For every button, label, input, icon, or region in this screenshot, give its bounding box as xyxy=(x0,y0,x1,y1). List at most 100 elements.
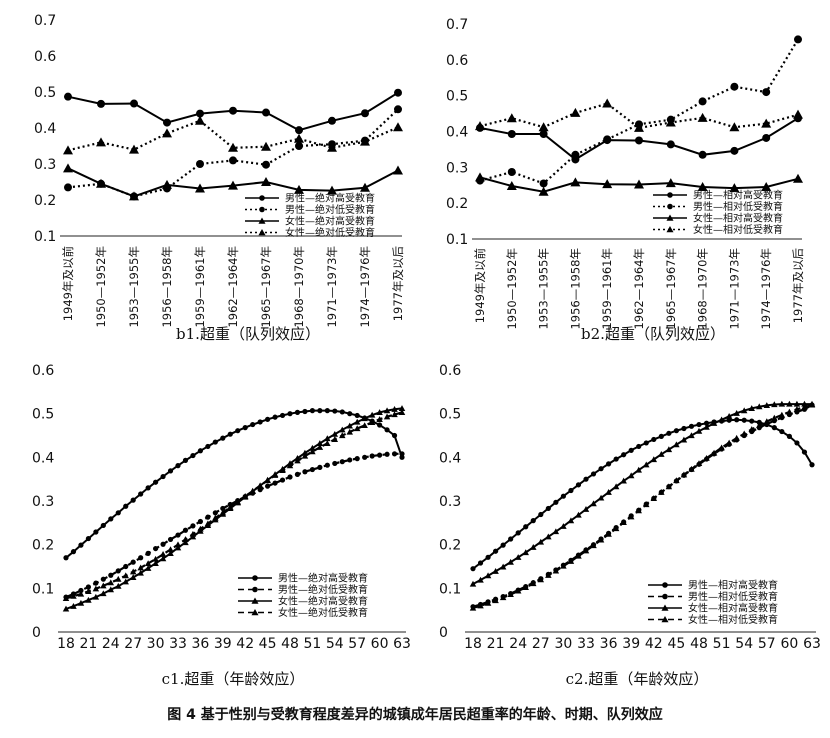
chart-c1-ytick-label: 0.4 xyxy=(32,450,54,466)
chart-b1-series-1-point xyxy=(295,142,303,150)
chart-c1-series-2-point xyxy=(167,550,174,556)
chart-c2-series-3-point xyxy=(545,571,552,578)
chart-b2-xaxis: 1949年及以前 1950—1952年 1953—1955年 1956—1958年 19… xyxy=(473,248,805,330)
chart-c1-series-1-point xyxy=(369,453,375,459)
chart-c1-series-0-point xyxy=(153,479,159,485)
chart-b2-legend-marker xyxy=(666,226,674,233)
chart-c1-series-1-point xyxy=(317,464,323,470)
chart-c1-series-3-point xyxy=(331,436,339,443)
chart-c1-xtick-label: 39 xyxy=(214,636,232,652)
chart-c1-series-0-point xyxy=(391,432,398,439)
chart-c2-xtick-label: 42 xyxy=(645,636,663,652)
chart-c1-series-1-point xyxy=(167,536,174,543)
chart-b2-yaxis: 0.1 0.2 0.3 0.4 0.5 0.6 0.7 xyxy=(446,17,468,248)
chart-c1-series-3-point xyxy=(144,560,152,567)
chart-c1-series-0-point xyxy=(309,408,315,414)
chart-c1-series-3-point xyxy=(129,568,137,575)
chart-c2-series-0-point xyxy=(741,417,747,423)
chart-b2-series-2 xyxy=(475,172,803,196)
chart-c2-series-0-point xyxy=(560,493,566,499)
chart-c1-series-1-point xyxy=(205,514,211,520)
chart-c1-series-1-point xyxy=(302,469,308,475)
chart-c1-series-2-point xyxy=(100,590,107,597)
chart-c1-series-3-point xyxy=(107,579,115,586)
chart-c2-series-2-point xyxy=(627,472,635,479)
chart-c2-series-0-point xyxy=(628,447,634,453)
chart-c2-series-0-point xyxy=(696,421,702,428)
chart-c1-series-1-point xyxy=(309,466,315,473)
chart-c2-series-2-line xyxy=(472,403,812,585)
chart-b2-xtick-label: 1965—1967年 xyxy=(664,248,678,330)
chart-b2-xtick-label: 1974—1976年 xyxy=(759,248,773,330)
chart-b1-series-0-point xyxy=(163,118,171,127)
chart-c1-series-2-point xyxy=(115,582,122,589)
chart-b1-xtick-label: 1953—1955年 xyxy=(127,246,141,328)
chart-b1-series-0-point xyxy=(361,109,369,118)
chart-b2-series-3-point xyxy=(602,98,613,108)
chart-b1-xtick-label: 1949年及以前 xyxy=(61,246,75,321)
chart-c1-series-3-point xyxy=(70,592,77,599)
chart-c1-series-3-point xyxy=(376,416,383,422)
chart-b1-xtick-label: 1968—1970年 xyxy=(292,246,306,328)
chart-b2-series-1-point xyxy=(762,88,771,97)
chart-c2-series-2-point xyxy=(590,500,597,507)
chart-c2-series-3-point xyxy=(778,411,786,418)
chart-c2-series-2-point xyxy=(635,466,642,473)
chart-c2-series-0-point xyxy=(794,440,800,446)
chart-b2-xtick-label: 1949年及以前 xyxy=(473,248,487,323)
chart-c2-ytick-label: 0.6 xyxy=(439,363,461,379)
chart-c1-series-0-point xyxy=(354,412,360,419)
chart-c2-series-3-point xyxy=(597,536,605,543)
chart-b2-series-0-point xyxy=(698,150,707,159)
chart-c1-series-2-point xyxy=(62,605,70,612)
chart-c2-series-2-point xyxy=(801,400,808,407)
chart-b1-series-2-point xyxy=(228,180,238,190)
chart-b2-ytick-label: 0.5 xyxy=(446,89,468,105)
chart-b1-legend-marker xyxy=(258,217,266,224)
chart-c1-series-3-line xyxy=(65,411,403,600)
chart-b1-series-3-point xyxy=(195,115,205,125)
chart-b1-series-0-point xyxy=(262,108,270,117)
chart-c2-series-2-point xyxy=(612,483,620,490)
chart-c2-ytick-label: 0.3 xyxy=(439,494,461,510)
chart-b1-series-2-point xyxy=(294,184,304,194)
chart-c1-series-0-point xyxy=(265,416,271,422)
chart-c1-xtick-label: 18 xyxy=(57,636,75,652)
chart-c2-series-0-point xyxy=(688,423,695,429)
chart-c2-series-0-point xyxy=(523,524,529,530)
chart-c1-series-0-point xyxy=(332,408,338,414)
chart-c1-series-2-point xyxy=(70,602,77,609)
chart-b2-legend-label: 女性—相对低受教育 xyxy=(693,223,783,236)
chart-c2-series-2-point xyxy=(650,456,658,463)
chart-c2-series-3-point xyxy=(605,530,612,537)
chart-b1-series-3-line xyxy=(67,119,399,152)
chart-b1-ytick-label: 0.7 xyxy=(34,13,56,29)
chart-c1-series-1-point xyxy=(190,523,196,529)
chart-b2-series-2-point xyxy=(761,182,772,192)
chart-b1-yaxis: 0.1 0.2 0.3 0.4 0.5 0.6 0.7 xyxy=(34,13,56,245)
chart-c1-series-3-point xyxy=(100,582,107,589)
chart-c2-series-2-point xyxy=(763,402,771,408)
chart-c2-series-0-point xyxy=(515,530,521,536)
chart-b1-xtick-label: 1956—1958年 xyxy=(160,246,174,328)
chart-c1-series-1 xyxy=(63,451,405,600)
chart-b1-xtick-label: 1974—1976年 xyxy=(358,246,372,328)
chart-c1-series-1-point xyxy=(130,559,136,565)
chart-c2-series-2-point xyxy=(786,400,793,407)
chart-c2-series-2-point xyxy=(492,568,499,574)
chart-c1-ytick-label: 0.5 xyxy=(32,407,54,423)
chart-c1-series-3-point xyxy=(271,471,279,478)
chart-c1-series-3-point xyxy=(339,432,346,439)
chart-c2-series-2-point xyxy=(778,400,786,407)
chart-c1-legend-label: 女性—绝对低受教育 xyxy=(278,606,368,619)
chart-b1-xtick-label: 1950—1952年 xyxy=(94,246,108,328)
chart-c2-series-0-point xyxy=(703,420,710,426)
chart-b2-legend-label: 男性—相对低受教育 xyxy=(693,200,783,213)
chart-c2-series-3-point xyxy=(733,434,740,441)
chart-c1-series-2-point xyxy=(383,407,391,414)
chart-c1-series-3-point xyxy=(249,487,256,494)
chart-c1-series-2-point xyxy=(85,596,92,603)
chart-c2-series-3-point xyxy=(530,580,537,587)
chart-c2-series-3-point xyxy=(748,426,755,432)
